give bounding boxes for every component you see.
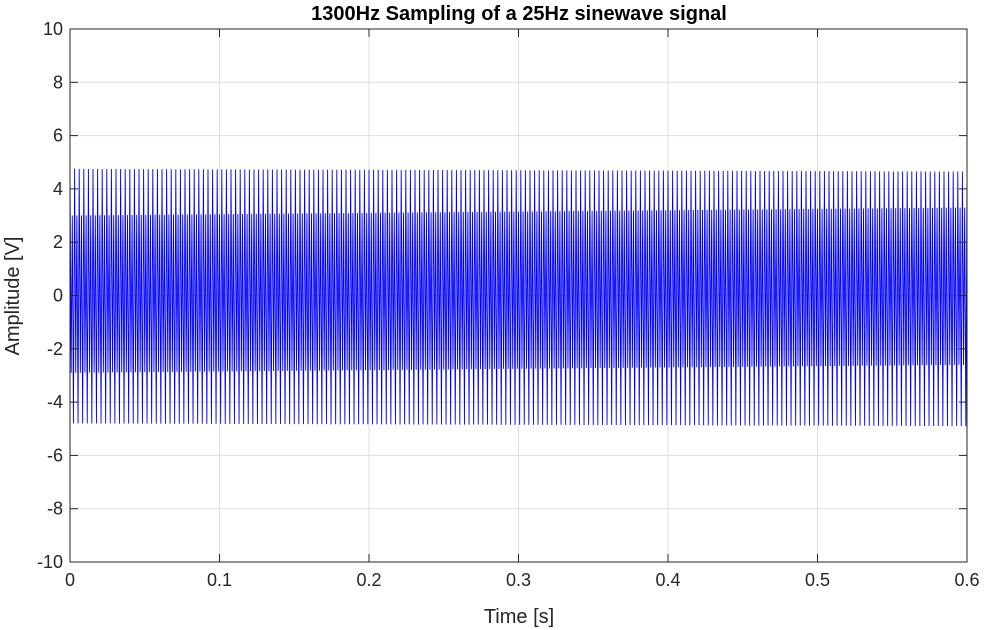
x-tick-label: 0.6 (954, 570, 979, 590)
plot-area: 0 0.1 0.2 0.3 0.4 0.5 0.6 -10 -8 -6 -4 -2 0 2 4 6 8 10 (37, 19, 980, 590)
y-tick-label: 2 (53, 232, 63, 252)
y-axis-label: Amplitude [V] (2, 237, 24, 356)
y-tick-label: 6 (53, 126, 63, 146)
x-axis-label: Time [s] (484, 606, 554, 628)
y-tick-label: 8 (53, 72, 63, 92)
x-tick-label: 0.1 (207, 570, 232, 590)
x-tick-label: 0.3 (506, 570, 531, 590)
y-tick-label: 10 (43, 19, 63, 39)
chart-title: 1300Hz Sampling of a 25Hz sinewave signa… (311, 3, 727, 25)
y-tick-label: -6 (47, 445, 63, 465)
y-tick-label: -4 (47, 392, 63, 412)
y-tick-label: 0 (53, 286, 63, 306)
series-line (69, 168, 968, 427)
x-tick-label: 0.5 (805, 570, 830, 590)
y-tick-label: -8 (47, 499, 63, 519)
y-tick-label: 4 (53, 179, 63, 199)
x-tick-label: 0 (65, 570, 75, 590)
x-tick-label: 0.2 (356, 570, 381, 590)
x-tick-label: 0.4 (655, 570, 680, 590)
y-tick-label: -10 (37, 552, 63, 572)
y-tick-label: -2 (47, 339, 63, 359)
